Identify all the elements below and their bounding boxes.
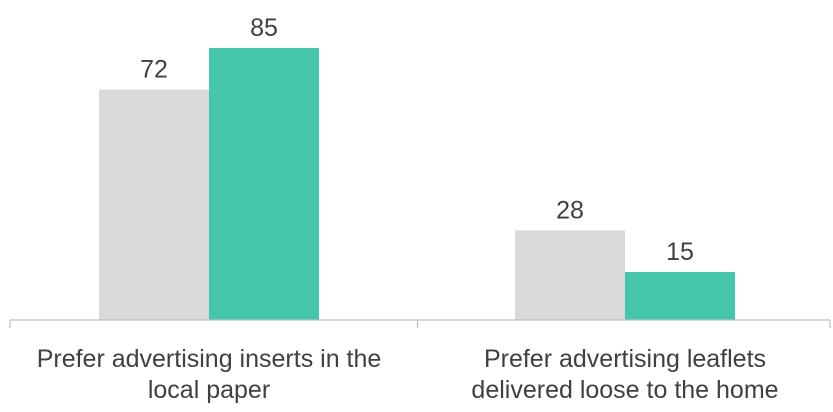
- value-label-1-1: 15: [666, 238, 694, 266]
- value-labels-layer: 72 85 28 15: [140, 14, 694, 266]
- bar-0-0: [99, 89, 209, 320]
- category-label-line: local paper: [148, 376, 270, 404]
- category-label-1: Prefer advertising leaflets delivered loo…: [471, 345, 778, 404]
- bar-0-1: [209, 48, 319, 320]
- category-label-line: Prefer advertising leaflets: [484, 345, 766, 373]
- category-label-line: Prefer advertising inserts in the: [37, 345, 382, 373]
- bars-layer: [99, 48, 735, 320]
- bar-1-1: [625, 272, 735, 320]
- category-label-0: Prefer advertising inserts in the local p…: [37, 345, 382, 404]
- category-labels-layer: Prefer advertising inserts in the local p…: [37, 345, 779, 404]
- category-label-line: delivered loose to the home: [471, 376, 778, 404]
- value-label-0-0: 72: [140, 56, 168, 84]
- value-label-0-1: 85: [250, 14, 278, 42]
- bar-1-0: [515, 230, 625, 320]
- value-label-1-0: 28: [556, 196, 584, 224]
- x-axis: [9, 319, 831, 328]
